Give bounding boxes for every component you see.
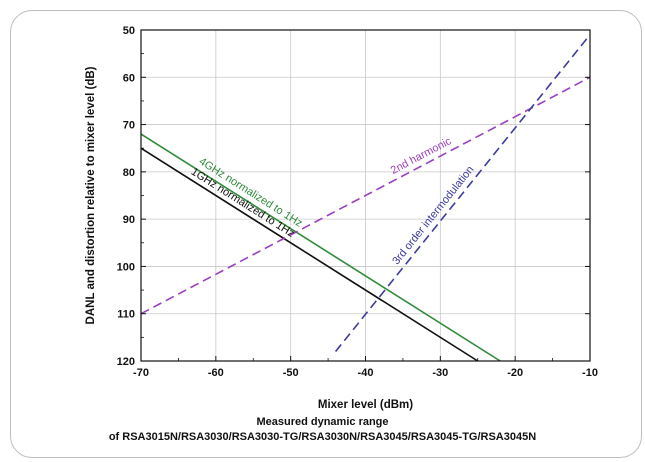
chart-series [140, 34, 591, 362]
series-label: 1GHz normalized to 1Hz [189, 166, 297, 240]
y-tick-label: 60 [123, 72, 135, 84]
series-label: 2nd harmonic [389, 135, 454, 177]
x-tick-label: -40 [358, 367, 374, 379]
series-line [140, 147, 479, 362]
y-axis-label: DANL and distortion relative to mixer le… [85, 66, 97, 324]
y-tick-label: 50 [123, 25, 135, 37]
x-tick-label: -10 [582, 367, 598, 379]
axis-ticks: 50 60 70 80 90 100 110 120-70 -60 -50 -40 -30 -20 -10 [117, 25, 598, 379]
series-line [140, 76, 591, 315]
series-label: 3rd order intermodulation [390, 164, 476, 267]
series-label: 4GHz normalized to 1Hz [197, 156, 305, 230]
x-tick-label: -20 [507, 367, 523, 379]
x-tick-label: -50 [283, 367, 299, 379]
x-axis-label: Mixer level (dBm) [318, 399, 413, 411]
x-tick-label: -60 [208, 367, 224, 379]
y-tick-label: 100 [117, 261, 135, 273]
chart-subtitle: Measured dynamic range [256, 416, 389, 428]
series-line [140, 133, 501, 362]
y-tick-label: 70 [123, 120, 135, 132]
y-tick-label: 90 [123, 214, 135, 226]
series-line [334, 34, 591, 353]
x-tick-label: -30 [432, 367, 448, 379]
figure-card [10, 10, 642, 458]
x-tick-label: -70 [133, 367, 149, 379]
chart-caption: of RSA3015N/RSA3030/RSA3030-TG/RSA3030N/… [108, 431, 537, 443]
y-tick-label: 120 [117, 356, 135, 368]
y-tick-label: 110 [117, 309, 135, 321]
y-tick-label: 80 [123, 167, 135, 179]
